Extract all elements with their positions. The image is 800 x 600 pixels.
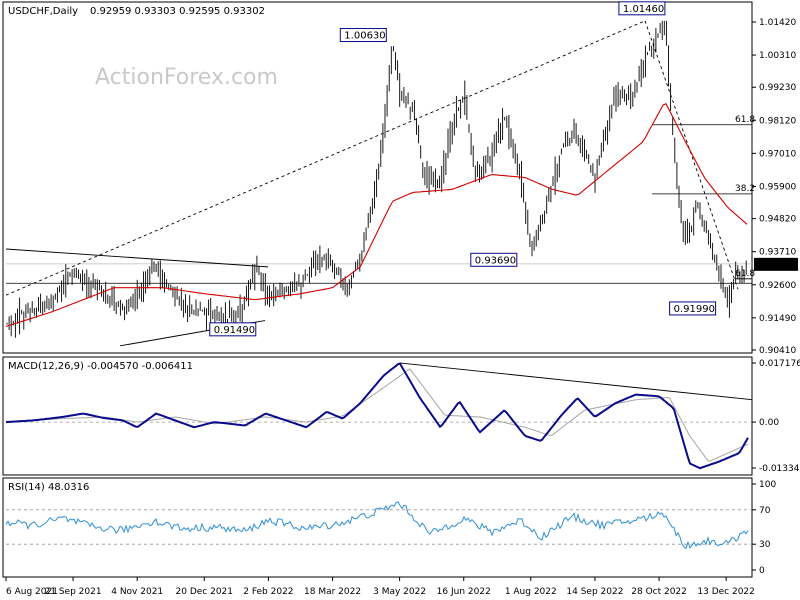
x-tick-label: 4 Nov 2021 bbox=[111, 587, 163, 597]
fib-level-label: 38.2 bbox=[735, 184, 755, 194]
macd-lines bbox=[5, 362, 753, 470]
symbol-label: USDCHF,Daily bbox=[8, 6, 78, 17]
price-axis-tick-label: 0.98120 bbox=[759, 116, 796, 126]
rsi-y-axis: 100 70 30 0 bbox=[752, 480, 776, 576]
swing-label: 0.91490 bbox=[214, 325, 255, 336]
rsi-header: RSI(14) 48.0316 bbox=[8, 482, 89, 493]
macd-axis-tick-label: 0.00 bbox=[759, 418, 779, 428]
price-axis-tick-label: 0.91490 bbox=[759, 314, 796, 324]
macd-line bbox=[5, 362, 749, 470]
price-axis-tick-label: 0.90410 bbox=[759, 346, 796, 356]
x-tick-label: 21 Sep 2021 bbox=[45, 587, 102, 597]
price-axis-tick-label: 0.95900 bbox=[759, 182, 796, 192]
macd-header: MACD(12,26,9) -0.004570 -0.006411 bbox=[8, 361, 193, 372]
swing-label: 1.00630 bbox=[344, 31, 385, 42]
fib-level-label: 61.8 bbox=[735, 269, 755, 279]
macd-panel bbox=[2, 356, 753, 476]
macd-axis-tick-label: 0.017176 bbox=[759, 359, 800, 369]
swing-label-box bbox=[470, 252, 518, 267]
macd-signal-line bbox=[5, 368, 749, 462]
x-tick-label: 16 Jun 2022 bbox=[437, 587, 491, 597]
rsi-axis-tick-label: 30 bbox=[759, 540, 771, 550]
dashed-trend-down bbox=[644, 20, 739, 290]
watermark: ActionForex.com bbox=[95, 65, 278, 90]
x-tick-label: 28 Oct 2022 bbox=[631, 587, 687, 597]
x-tick-label: 20 Dec 2021 bbox=[176, 587, 234, 597]
price-candles bbox=[6, 20, 747, 338]
current-price-label: 0.93302 bbox=[757, 261, 794, 271]
price-lines bbox=[5, 102, 748, 328]
price-axis-tick-label: 0.97010 bbox=[759, 149, 796, 159]
price-axis-tick-label: 0.94820 bbox=[759, 215, 796, 225]
x-tick-label: 13 Dec 2022 bbox=[697, 587, 755, 597]
x-tick-label: 6 Aug 2021 bbox=[6, 587, 58, 597]
macd-axis-tick-label: -0.01334 bbox=[759, 464, 800, 474]
swing-labels: 1.00630 1.01460 0.93690 0.91490 0.91990 bbox=[209, 1, 717, 337]
fib-level-label: 61.8 bbox=[735, 115, 755, 125]
rsi-panel bbox=[2, 477, 753, 578]
macd-y-axis: 0.017176 0.00 -0.01334 bbox=[752, 359, 800, 474]
price-y-axis: 1.01420 1.00310 0.99230 0.98120 0.97010 0.959… bbox=[752, 18, 798, 356]
current-price-badge bbox=[754, 257, 798, 271]
x-tick-label: 3 May 2022 bbox=[373, 587, 426, 597]
swing-label: 1.01460 bbox=[623, 4, 664, 15]
swing-label: 0.93690 bbox=[475, 255, 516, 266]
ohlc-label: 0.92959 0.93303 0.92595 0.93302 bbox=[90, 6, 265, 17]
rsi-line bbox=[5, 501, 749, 550]
rsi-axis-tick-label: 70 bbox=[759, 506, 771, 516]
x-tick-label: 18 Mar 2022 bbox=[304, 587, 361, 597]
price-reference-lines: 61.8 38.2 61.8 bbox=[6, 115, 755, 284]
x-tick-label: 14 Sep 2022 bbox=[566, 587, 623, 597]
swing-label-box bbox=[669, 301, 717, 316]
triangle-upper-line bbox=[5, 248, 269, 268]
price-axis-tick-label: 0.93710 bbox=[759, 248, 796, 258]
swing-label-box bbox=[339, 28, 387, 43]
price-axis-tick-label: 0.99230 bbox=[759, 83, 796, 93]
price-axis-tick-label: 1.01420 bbox=[759, 18, 796, 28]
macd-trend-line bbox=[399, 362, 753, 401]
dashed-trend-up bbox=[5, 20, 646, 296]
rsi-axis-tick-label: 0 bbox=[759, 566, 765, 576]
x-tick-label: 2 Feb 2022 bbox=[243, 587, 293, 597]
price-panel bbox=[2, 1, 753, 354]
x-tick-label: 1 Aug 2022 bbox=[505, 587, 557, 597]
swing-label: 0.91990 bbox=[674, 304, 715, 315]
swing-label-box bbox=[618, 1, 666, 16]
price-axis-tick-label: 1.00310 bbox=[759, 51, 796, 61]
rsi-lines bbox=[5, 501, 752, 550]
price-axis-tick-label: 0.92600 bbox=[759, 281, 796, 291]
moving-average-line bbox=[5, 102, 748, 328]
rsi-axis-tick-label: 100 bbox=[759, 480, 776, 490]
swing-label-box bbox=[209, 322, 257, 337]
